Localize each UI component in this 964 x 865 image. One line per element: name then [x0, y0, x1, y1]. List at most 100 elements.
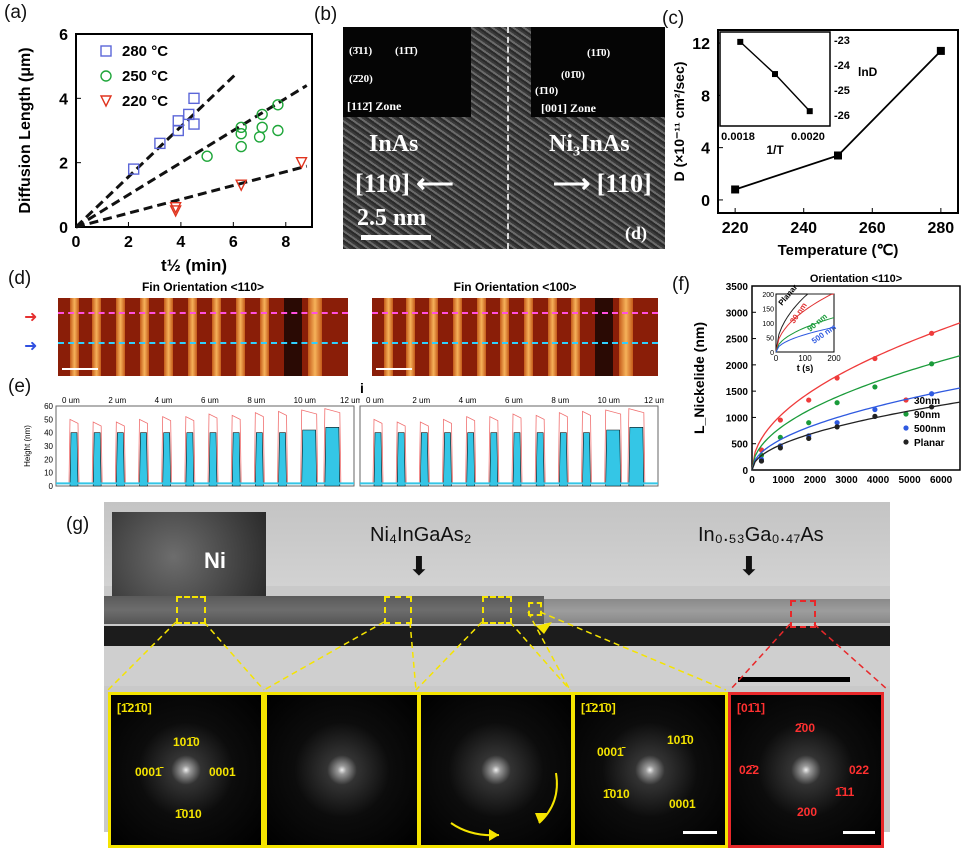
height-peak-blue: [628, 427, 645, 487]
chart-e-left: 0 um 2 um 4 um 6 um 8 um 10 um 12 um 0 10 20 30 40 5…: [23, 396, 360, 491]
fin: [618, 298, 633, 376]
fin-title-110: Fin Orientation <110>: [141, 280, 265, 294]
data-point: [256, 121, 268, 133]
data-point: [253, 131, 266, 143]
inset-point: [772, 71, 778, 78]
y-tick-label: 500: [731, 440, 748, 451]
x-axis-label: t½ (min): [161, 256, 227, 275]
panel-label-f: (f): [672, 274, 690, 295]
fit-curve: [751, 355, 961, 471]
profile-frame: [359, 405, 659, 487]
y-tick-label: 8: [701, 88, 710, 105]
inset-y-tick-label: 100: [762, 321, 774, 328]
data-point: [872, 384, 878, 390]
data-point: [188, 118, 200, 130]
y-tick-label: 4: [59, 91, 68, 108]
fin: [140, 298, 149, 376]
data-point: [929, 404, 935, 410]
scale-bar-label: 2.5 nm: [357, 205, 427, 231]
data-point: [777, 417, 783, 423]
y-tick-label: 6: [59, 27, 68, 44]
inset-y-label: lnD: [858, 65, 878, 79]
height-peak-blue: [420, 432, 429, 487]
x-tick-label: 4000: [867, 475, 890, 486]
x-tick-label: 4: [176, 234, 185, 251]
height-peak-red: [511, 413, 523, 484]
data-point: [758, 458, 765, 464]
data-point: [872, 406, 878, 413]
ni-pad: [112, 512, 266, 602]
data-point: [731, 185, 740, 194]
x-tick-label: 2 um: [108, 396, 126, 405]
height-peak-red: [230, 414, 242, 484]
fin: [405, 298, 415, 376]
y-tick-label: 2: [59, 156, 68, 173]
yellow-roi-box: [176, 596, 206, 624]
data-point: [169, 201, 182, 215]
x-tick-label: 0 um: [62, 396, 80, 405]
x-tick-label: 12 um: [644, 396, 664, 405]
height-peak-blue: [512, 432, 522, 487]
y-tick-label: 2500: [726, 335, 749, 346]
chart-c: 220 240 260 280 0 4 8 12 Temperature (℃) D (×10⁻¹…: [671, 29, 959, 259]
inset-y-tick-label: 200: [762, 292, 774, 299]
fin: [260, 298, 269, 376]
height-peak-blue: [373, 432, 383, 487]
inset-y-tick-label: -24: [834, 60, 851, 72]
fin: [452, 298, 462, 376]
data-point: [169, 205, 182, 218]
height-peak-blue: [162, 432, 171, 487]
x-tick-label: 0 um: [366, 396, 384, 405]
legend-marker: [903, 439, 909, 445]
down-arrow-icon: ⬇: [738, 552, 760, 582]
legend-marker: [903, 411, 909, 417]
fit-line: [75, 84, 308, 229]
height-peak-blue: [605, 429, 621, 487]
cyan-line: [372, 342, 658, 344]
scale-bar: [361, 235, 431, 240]
inset-x-tick-label: 100: [798, 354, 812, 363]
y-tick-label: 1500: [726, 387, 749, 398]
inset-y-tick-label: -26: [834, 110, 850, 122]
inset-y-tick-label: -25: [834, 85, 850, 97]
data-point: [929, 391, 935, 397]
fin-dark-gap: [284, 298, 302, 376]
fin: [383, 298, 393, 376]
x-tick-label: 1000: [772, 475, 795, 486]
x-tick-label: 8 um: [551, 396, 569, 405]
height-peak-blue: [443, 432, 452, 487]
height-peak-blue: [69, 432, 79, 487]
height-peak-blue: [208, 432, 218, 487]
data-point: [256, 108, 268, 121]
y-tick-label: 0: [49, 482, 54, 491]
tem-image-b: (3̄11) (11̄1̄) (2̄20) [112̄] Zone (11̄0)…: [343, 27, 665, 249]
x-tick-label: 2000: [804, 475, 827, 486]
height-peak-red: [604, 409, 623, 484]
data-point: [235, 128, 247, 140]
inas-label: InAs: [369, 131, 419, 157]
inset-y-tick-label: 50: [766, 336, 774, 343]
height-peak-blue: [582, 432, 591, 487]
height-peak-red: [465, 416, 477, 484]
y-tick-label: 20: [44, 455, 53, 464]
height-peak-red: [91, 421, 103, 484]
inset-x-tick-label: 200: [827, 354, 841, 363]
data-point: [235, 140, 247, 153]
height-peak-blue: [139, 432, 148, 487]
plot-frame: [751, 285, 961, 471]
magenta-line: [58, 312, 348, 314]
x-tick-label: 6: [229, 234, 238, 251]
data-point: [834, 424, 840, 430]
inset-point: [806, 108, 813, 115]
x-tick-label: 5000: [898, 475, 921, 486]
profile-frame: [55, 405, 355, 487]
red-roi-box: [790, 600, 816, 628]
legend-marker: [100, 45, 112, 57]
height-peak-red: [418, 421, 430, 484]
panel-label-i: i: [360, 380, 364, 396]
fin-image-100: Fin Orientation <100>: [372, 280, 658, 376]
fit-curve: [751, 401, 961, 471]
data-point: [295, 156, 308, 170]
height-peak-red: [277, 410, 288, 484]
